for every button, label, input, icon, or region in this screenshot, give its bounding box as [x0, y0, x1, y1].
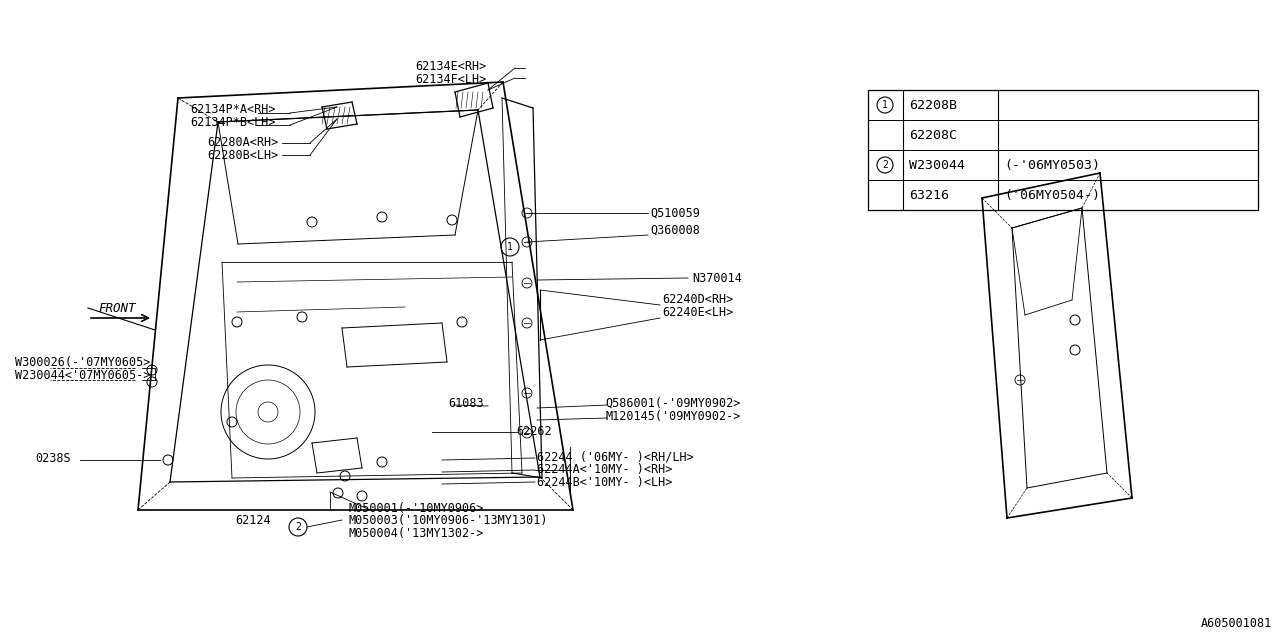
Text: M050003('10MY0906-'13MY1301): M050003('10MY0906-'13MY1301) — [348, 514, 548, 527]
Text: W230044: W230044 — [909, 159, 965, 172]
Text: ('06MY0504-): ('06MY0504-) — [1004, 189, 1100, 202]
Text: 62244 ('06MY- )<RH/LH>: 62244 ('06MY- )<RH/LH> — [538, 450, 694, 463]
Text: 62208C: 62208C — [909, 129, 957, 141]
Text: 61083: 61083 — [448, 397, 484, 410]
Text: 62134F<LH>: 62134F<LH> — [415, 73, 486, 86]
Text: A605001081: A605001081 — [1201, 617, 1272, 630]
Text: 62280A<RH>: 62280A<RH> — [207, 136, 278, 149]
Text: 62240E<LH>: 62240E<LH> — [662, 306, 733, 319]
Text: W300026(-'07MY0605>: W300026(-'07MY0605> — [15, 356, 150, 369]
Text: W230044<'07MY0605->: W230044<'07MY0605-> — [15, 369, 150, 382]
Text: M120145('09MY0902->: M120145('09MY0902-> — [605, 410, 740, 423]
Text: 62244B<'10MY- )<LH>: 62244B<'10MY- )<LH> — [538, 476, 672, 489]
Text: Q360008: Q360008 — [650, 224, 700, 237]
Text: 63216: 63216 — [909, 189, 948, 202]
Text: Q586001(-'09MY0902>: Q586001(-'09MY0902> — [605, 397, 740, 410]
Text: 62240D<RH>: 62240D<RH> — [662, 293, 733, 306]
Text: (-'06MY0503): (-'06MY0503) — [1004, 159, 1100, 172]
Text: 2: 2 — [882, 160, 888, 170]
Text: 62134P*B<LH>: 62134P*B<LH> — [189, 116, 275, 129]
Text: 2: 2 — [296, 522, 301, 532]
Text: Q510059: Q510059 — [650, 207, 700, 220]
Text: 62280B<LH>: 62280B<LH> — [207, 149, 278, 162]
Text: FRONT: FRONT — [99, 302, 136, 315]
Text: N370014: N370014 — [692, 272, 742, 285]
Text: 62124: 62124 — [236, 514, 270, 527]
Text: 1: 1 — [507, 242, 513, 252]
Bar — [868, 90, 1258, 210]
Text: M050004('13MY1302->: M050004('13MY1302-> — [348, 527, 484, 540]
Text: 62134E<RH>: 62134E<RH> — [415, 60, 486, 73]
Text: 1: 1 — [882, 100, 888, 110]
Text: 62244A<'10MY- )<RH>: 62244A<'10MY- )<RH> — [538, 463, 672, 476]
Text: M050001(-'10MY0906>: M050001(-'10MY0906> — [348, 502, 484, 515]
Text: 0238S: 0238S — [35, 452, 70, 465]
Text: 62208B: 62208B — [909, 99, 957, 111]
Text: 62134P*A<RH>: 62134P*A<RH> — [189, 103, 275, 116]
Text: 62262: 62262 — [516, 425, 552, 438]
